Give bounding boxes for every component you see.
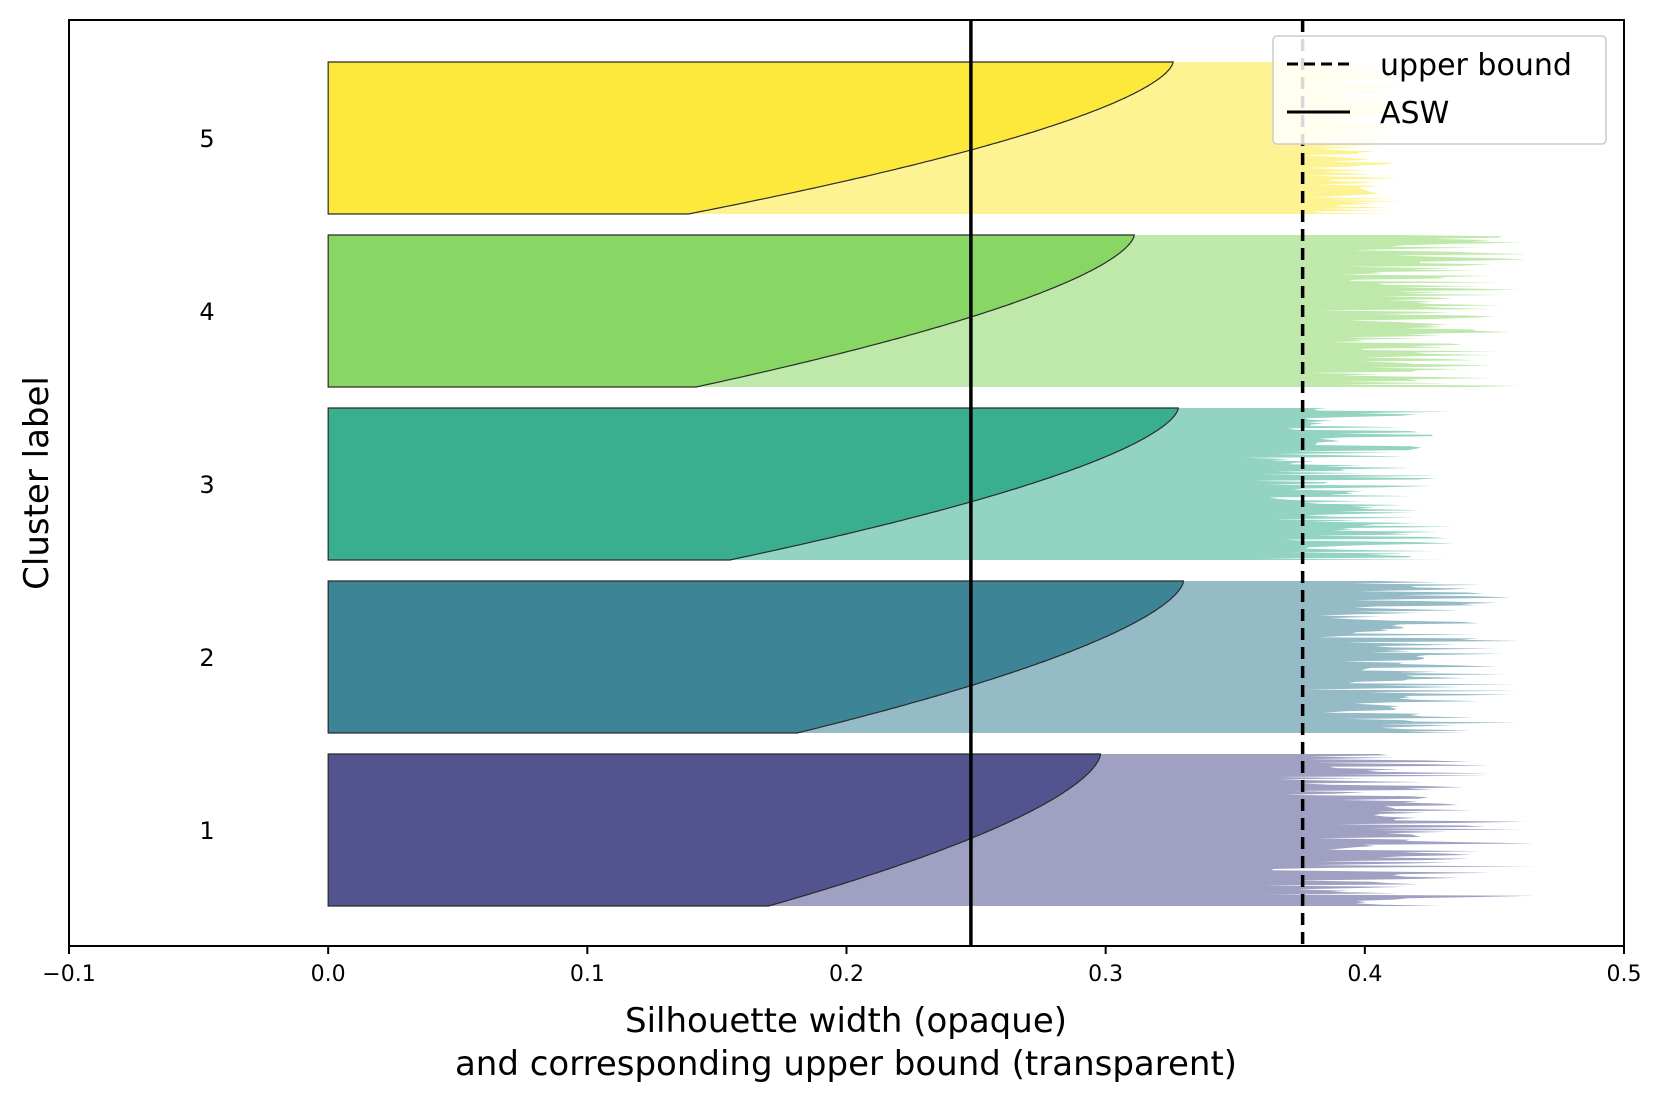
x-axis-title-line2: and corresponding upper bound (transpare… — [455, 1044, 1237, 1084]
cluster-label-5: 5 — [199, 125, 214, 153]
x-tick-label: 0.1 — [570, 962, 605, 987]
legend-upper-bound-label: upper bound — [1380, 48, 1572, 83]
legend: upper bound ASW — [1272, 35, 1607, 145]
x-tick-label: 0.4 — [1347, 962, 1382, 987]
legend-box — [1272, 35, 1607, 145]
x-tick-label: 0.2 — [829, 962, 864, 987]
cluster-areas — [327, 61, 1538, 907]
cluster-labels: 1 2 3 4 5 — [199, 125, 214, 845]
cluster-label-3: 3 — [199, 471, 214, 499]
silhouette-area-cluster-4 — [327, 234, 1135, 388]
y-axis-title: Cluster label — [17, 376, 57, 590]
x-tick-label: −0.1 — [42, 962, 95, 987]
cluster-label-1: 1 — [199, 817, 214, 845]
x-tick-label: 0.0 — [311, 962, 346, 987]
silhouette-area-cluster-1 — [327, 753, 1102, 907]
cluster-label-2: 2 — [199, 644, 214, 672]
x-tick-label: 0.3 — [1088, 962, 1123, 987]
x-axis-title-line1: Silhouette width (opaque) — [625, 1001, 1067, 1041]
silhouette-area-cluster-5 — [327, 61, 1174, 215]
cluster-label-4: 4 — [199, 298, 214, 326]
x-tick-label: 0.5 — [1607, 962, 1642, 987]
reference-lines — [969, 20, 1305, 946]
x-axis-ticks: −0.1 0.0 0.1 0.2 0.3 0.4 0.5 — [42, 946, 1642, 987]
silhouette-area-cluster-3 — [327, 407, 1179, 561]
legend-asw-label: ASW — [1380, 96, 1449, 131]
